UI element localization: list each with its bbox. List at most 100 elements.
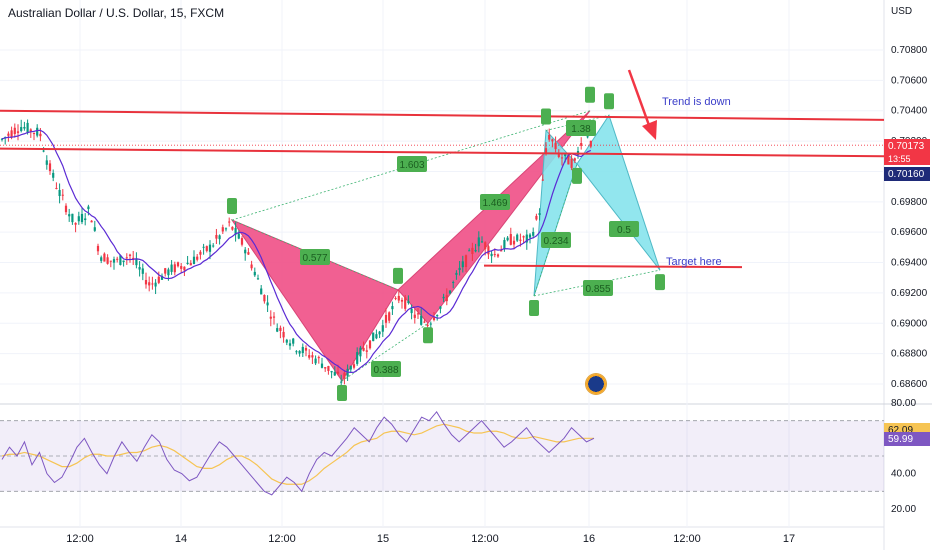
candle-body bbox=[452, 282, 455, 284]
candle-body bbox=[208, 244, 212, 252]
rsi-line bbox=[1, 410, 595, 496]
candle-body bbox=[276, 328, 279, 332]
candle-body bbox=[84, 218, 87, 221]
candle-body bbox=[144, 279, 148, 285]
candle-body bbox=[538, 213, 541, 215]
ratio-label: 0.577 bbox=[302, 253, 327, 264]
candle-body bbox=[266, 302, 269, 306]
candle-body bbox=[186, 262, 189, 264]
candle-body bbox=[71, 213, 74, 223]
candle-body bbox=[343, 372, 346, 379]
x-tick-label: 12:00 bbox=[66, 533, 94, 545]
candle-body bbox=[586, 136, 589, 138]
ratio-label-box bbox=[480, 194, 510, 210]
candle-body bbox=[400, 299, 404, 302]
pattern-point-marker bbox=[529, 299, 539, 316]
candle-body bbox=[570, 158, 573, 168]
candle-body bbox=[199, 251, 202, 255]
candle-body bbox=[429, 323, 432, 325]
candle-body bbox=[557, 152, 560, 157]
rsi-tick-label: 40.00 bbox=[891, 469, 916, 480]
candle-body bbox=[247, 252, 250, 255]
candle-body bbox=[573, 158, 576, 161]
level-lines-layer bbox=[0, 109, 885, 269]
candle-body bbox=[484, 242, 487, 250]
x-tick-label: 17 bbox=[783, 533, 795, 545]
candle-body bbox=[116, 258, 119, 260]
candle-body bbox=[285, 339, 288, 343]
candle-body bbox=[314, 358, 317, 364]
y-tick-label: 0.69600 bbox=[891, 227, 928, 238]
candle-body bbox=[420, 315, 423, 325]
candle-body bbox=[580, 143, 583, 146]
candle-body bbox=[340, 381, 343, 383]
candle-body bbox=[26, 122, 29, 133]
ratio-label-box bbox=[566, 120, 596, 136]
candle-body bbox=[80, 213, 84, 223]
candle-body bbox=[183, 266, 186, 271]
candle-body bbox=[231, 226, 234, 230]
candle-body bbox=[509, 234, 512, 245]
currency-label[interactable]: USD bbox=[891, 6, 913, 17]
pattern-point-marker bbox=[227, 198, 237, 215]
ratio-label-box bbox=[609, 221, 639, 237]
candle-body bbox=[58, 189, 61, 197]
ratio-label: 0.388 bbox=[373, 365, 398, 376]
pattern-point-marker bbox=[337, 384, 347, 401]
candle-body bbox=[55, 187, 58, 189]
candle-body bbox=[170, 264, 173, 272]
candle-body bbox=[260, 288, 263, 295]
candle-body bbox=[64, 205, 68, 213]
candle-body bbox=[359, 347, 362, 357]
candle-body bbox=[298, 350, 301, 354]
candle-body bbox=[589, 140, 592, 147]
candle-body bbox=[23, 126, 26, 129]
ratio-label-box bbox=[583, 280, 613, 296]
candle-body bbox=[119, 255, 122, 265]
candle-body bbox=[202, 246, 205, 248]
candle-body bbox=[436, 315, 439, 317]
candle-body bbox=[365, 350, 368, 352]
candle-body bbox=[7, 133, 10, 136]
candle-body bbox=[263, 294, 266, 302]
candle-body bbox=[500, 249, 503, 252]
candle-body bbox=[336, 371, 340, 374]
candle-body bbox=[320, 363, 324, 368]
pattern-label-layer: 0.577 0.388 1.603 1.469 0.234 1.38 0.5 0.855 bbox=[227, 86, 665, 401]
candle-body bbox=[52, 172, 55, 178]
candle-body bbox=[250, 264, 253, 269]
candle-body bbox=[36, 127, 39, 136]
candle-body bbox=[516, 234, 519, 241]
candle-body bbox=[45, 160, 48, 165]
candle-body bbox=[74, 222, 77, 225]
y-tick-label: 0.70800 bbox=[891, 45, 928, 56]
candle-body bbox=[330, 371, 333, 373]
candle-body bbox=[48, 163, 52, 172]
candle-body bbox=[141, 268, 144, 274]
candle-body bbox=[154, 282, 157, 287]
ratio-label: 0.855 bbox=[585, 284, 610, 295]
candle-body bbox=[295, 351, 298, 353]
x-tick-label: 12:00 bbox=[673, 533, 701, 545]
australia-flag-icon[interactable] bbox=[586, 374, 606, 394]
level-price-tag: 0.70160 bbox=[884, 167, 930, 181]
candle-body bbox=[445, 295, 448, 302]
candle-body bbox=[362, 347, 365, 351]
candle-body bbox=[426, 324, 429, 327]
rsi-ma-line bbox=[1, 423, 594, 485]
y-tick-label: 0.69800 bbox=[891, 197, 928, 208]
candle-body bbox=[237, 233, 240, 239]
candle-body bbox=[61, 194, 64, 196]
candle-body bbox=[234, 227, 237, 235]
candle-body bbox=[189, 263, 192, 266]
candle-body bbox=[397, 295, 400, 301]
candle-body bbox=[304, 347, 308, 351]
pattern-point-marker bbox=[604, 93, 614, 110]
ratio-label-box bbox=[371, 361, 401, 377]
candle-body bbox=[378, 331, 381, 335]
candle-body bbox=[493, 254, 496, 256]
candle-body bbox=[272, 316, 276, 318]
candle-body bbox=[544, 148, 548, 153]
x-tick-label: 12:00 bbox=[471, 533, 499, 545]
